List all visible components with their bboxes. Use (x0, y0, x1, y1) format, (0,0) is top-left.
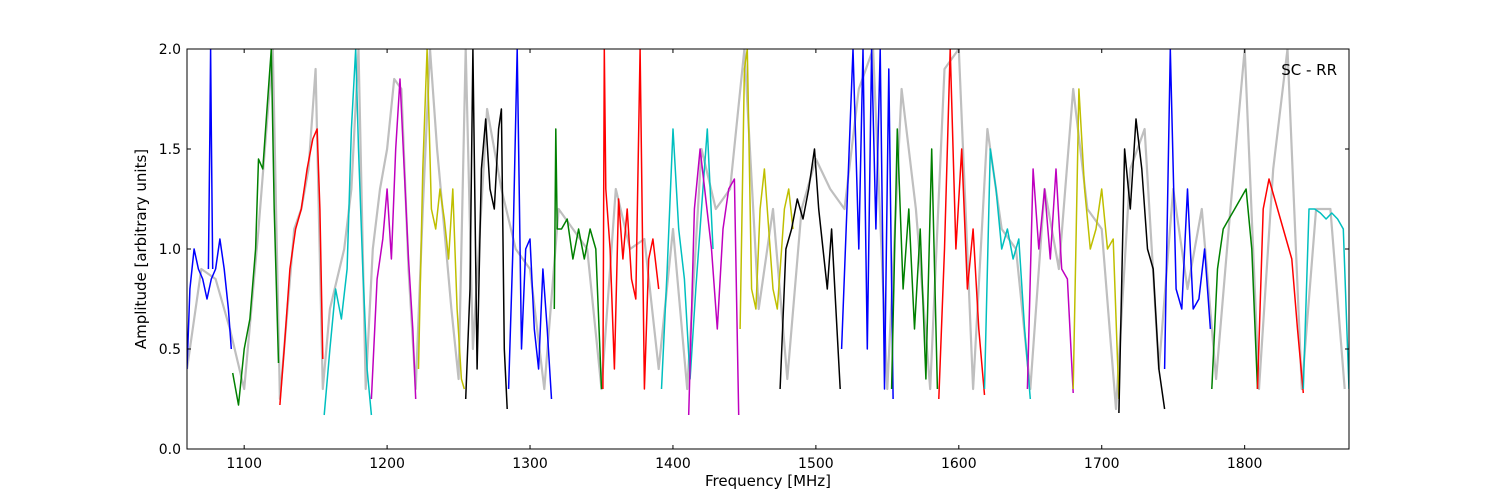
y-tick-label: 0.5 (159, 342, 181, 358)
series-line (1163, 49, 1212, 370)
y-tick-label: 2.0 (159, 42, 181, 58)
x-tick-label: 1600 (941, 456, 977, 472)
x-tick-label: 1200 (369, 456, 405, 472)
series-line (1211, 188, 1259, 390)
x-tick-label: 1100 (226, 456, 262, 472)
series-line (1026, 168, 1074, 394)
x-tick-label: 1300 (512, 456, 548, 472)
y-tick-label: 1.0 (159, 242, 181, 258)
series-line (890, 128, 939, 390)
series-group (187, 49, 1349, 416)
chart-annotation: SC - RR (1281, 61, 1337, 79)
series-line (207, 49, 214, 270)
series-line (279, 128, 324, 406)
x-axis-label: Frequency [MHz] (705, 472, 831, 490)
y-tick-label: 0.0 (159, 442, 181, 458)
series-line (660, 128, 714, 390)
series-line (687, 148, 740, 416)
series-line (840, 49, 894, 400)
series-line (231, 49, 280, 406)
series-line (370, 78, 417, 400)
series-line (1118, 118, 1166, 414)
y-axis-ticks: 0.0 0.5 1.0 1.5 2.0 (159, 42, 1349, 458)
x-tick-label: 1700 (1084, 456, 1120, 472)
series-line (507, 49, 553, 400)
y-tick-label: 1.5 (159, 142, 181, 158)
series-line (1302, 208, 1349, 390)
x-axis-ticks: 1100 1200 1300 1400 1500 1600 1700 1800 (226, 49, 1262, 472)
series-line (983, 148, 1032, 400)
y-axis-label: Amplitude [arbitrary units] (132, 149, 150, 349)
series-line (1072, 88, 1120, 400)
x-tick-label: 1400 (655, 456, 691, 472)
series-line (553, 128, 603, 390)
series-line (1256, 178, 1305, 394)
series-line (602, 49, 660, 390)
series-line (464, 49, 508, 410)
x-tick-label: 1800 (1227, 456, 1263, 472)
series-line (323, 49, 373, 416)
series-line (938, 49, 986, 400)
x-tick-label: 1500 (798, 456, 834, 472)
series-line (739, 49, 794, 330)
background-series-line (187, 49, 1346, 411)
series-line (417, 49, 466, 390)
series-line (779, 148, 841, 390)
background-gray-series (187, 49, 1346, 411)
series-line (187, 238, 233, 370)
